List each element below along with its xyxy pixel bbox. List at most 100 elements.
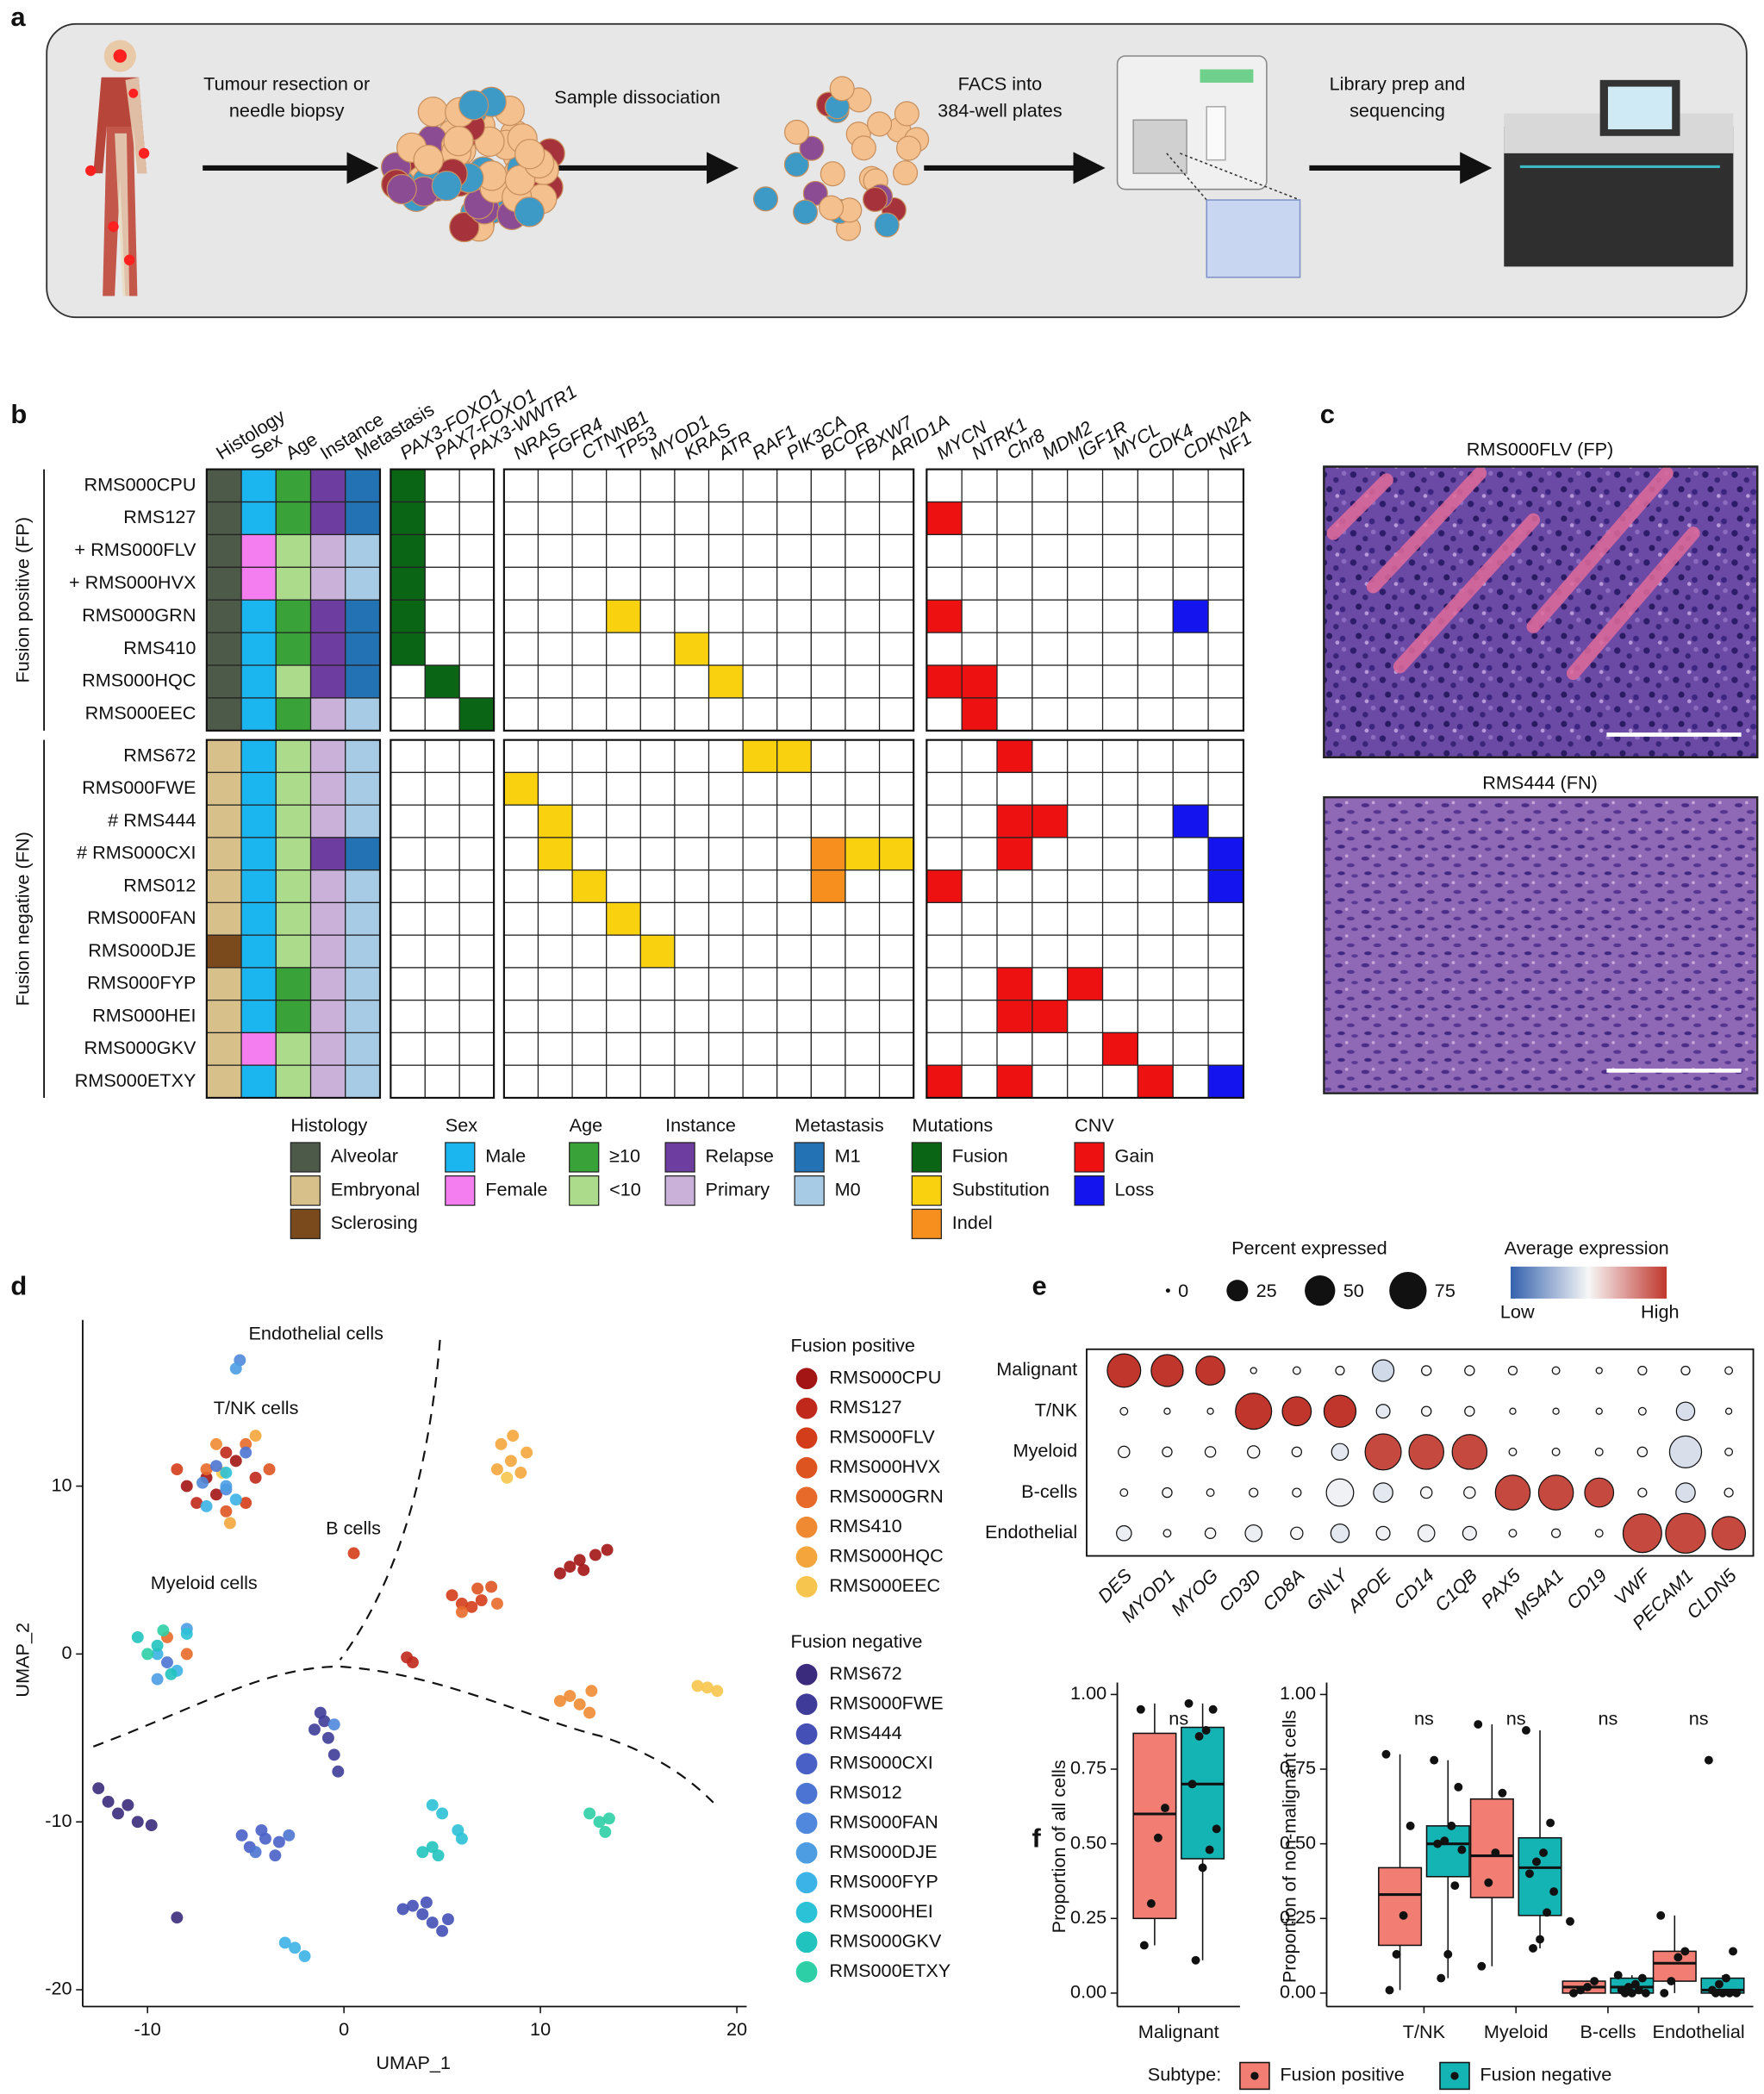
clinical-cell: [345, 1064, 381, 1099]
cell: [458, 90, 489, 121]
empty-cell: [707, 1064, 744, 1099]
empty-cell: [742, 837, 778, 871]
dot: [1668, 1435, 1703, 1469]
legend-swatch: [795, 1842, 818, 1864]
empty-cell: [503, 804, 539, 838]
alteration-cell: [996, 804, 1033, 838]
column-label: Age: [282, 428, 321, 464]
point: [1641, 1988, 1650, 1997]
empty-cell: [926, 804, 963, 838]
point: [1406, 1821, 1415, 1830]
alteration-cell: [537, 837, 573, 871]
legend-title: CNV: [1075, 1114, 1114, 1136]
clinical-cell: [240, 901, 277, 936]
point: [210, 1437, 222, 1450]
empty-cell: [537, 739, 573, 774]
empty-cell: [996, 468, 1033, 503]
point: [1153, 1833, 1162, 1842]
cell-illustrations: [380, 76, 930, 243]
dot: [1118, 1445, 1131, 1459]
row-label: + RMS000HVX: [69, 571, 196, 593]
point: [255, 1823, 268, 1836]
point: [553, 1694, 566, 1707]
empty-cell: [639, 804, 676, 838]
empty-cell: [639, 837, 676, 871]
point: [332, 1765, 345, 1778]
point: [263, 1463, 276, 1476]
empty-cell: [926, 1031, 963, 1066]
dot: [1330, 1524, 1350, 1543]
dot: [1675, 1482, 1696, 1503]
alteration-cell: [571, 869, 608, 904]
dot: [1325, 1478, 1355, 1507]
point: [220, 1446, 233, 1459]
empty-cell: [707, 501, 744, 536]
dot: [1421, 1405, 1432, 1417]
empty-cell: [810, 566, 846, 601]
point: [514, 1467, 527, 1479]
clinical-cell: [275, 739, 312, 774]
empty-cell: [1207, 533, 1244, 568]
point: [564, 1561, 577, 1574]
legend-title: Average expression: [1505, 1237, 1669, 1258]
empty-cell: [1067, 1064, 1104, 1099]
empty-cell: [458, 934, 495, 969]
clinical-cell: [240, 632, 277, 666]
color-bar: [1510, 1266, 1667, 1299]
row-label: # RMS000CXI: [77, 842, 196, 863]
clinical-cell: [240, 804, 277, 838]
empty-cell: [503, 1064, 539, 1099]
legend-label: RMS000FYP: [829, 1870, 938, 1891]
clinical-cell: [206, 739, 242, 774]
empty-cell: [674, 771, 710, 806]
empty-cell: [707, 566, 744, 601]
clinical-cell: [206, 599, 242, 633]
empty-cell: [742, 468, 778, 503]
clinical-cell: [206, 1031, 242, 1066]
dot: [1622, 1513, 1662, 1554]
point: [1680, 1947, 1690, 1956]
x-tick-label: Malignant: [1138, 2021, 1219, 2042]
point: [1704, 1755, 1713, 1765]
point: [249, 1430, 262, 1443]
point: [1667, 1977, 1676, 1986]
x-tick-label: -10: [134, 2018, 161, 2040]
empty-cell: [537, 1031, 573, 1066]
cell: [431, 171, 462, 202]
legend-swatch: [911, 1208, 942, 1239]
point: [602, 1812, 615, 1825]
cell: [867, 111, 893, 137]
empty-cell: [458, 967, 495, 1001]
size-swatch: [1305, 1274, 1336, 1306]
empty-cell: [639, 869, 676, 904]
point: [442, 1913, 454, 1926]
empty-cell: [926, 739, 963, 774]
dot: [1724, 1407, 1733, 1415]
empty-cell: [845, 468, 881, 503]
point: [1161, 1804, 1169, 1813]
empty-cell: [961, 599, 998, 633]
muscle-fibres: [1326, 466, 1700, 681]
boundary: [92, 1665, 714, 1804]
empty-cell: [674, 1064, 710, 1099]
empty-cell: [878, 804, 914, 838]
empty-cell: [1137, 599, 1174, 633]
point: [1187, 1779, 1197, 1789]
legend-swatch: [290, 1208, 321, 1239]
empty-cell: [961, 1000, 998, 1034]
point: [171, 1463, 184, 1476]
empty-cell: [639, 501, 676, 536]
block-outline: [502, 739, 915, 1100]
empty-cell: [503, 599, 539, 633]
step-label: sequencing: [1349, 100, 1445, 122]
y-axis-label: Proportion of non-malignant cells: [1278, 1710, 1300, 1983]
y-tick-label: 0.50: [1280, 1831, 1316, 1853]
point: [1450, 1881, 1460, 1891]
point: [327, 1718, 340, 1731]
legend-label: Fusion positive: [1280, 2064, 1404, 2085]
empty-cell: [1137, 632, 1174, 666]
alteration-cell: [961, 697, 998, 732]
alteration-cell: [742, 739, 778, 774]
empty-cell: [810, 967, 846, 1001]
